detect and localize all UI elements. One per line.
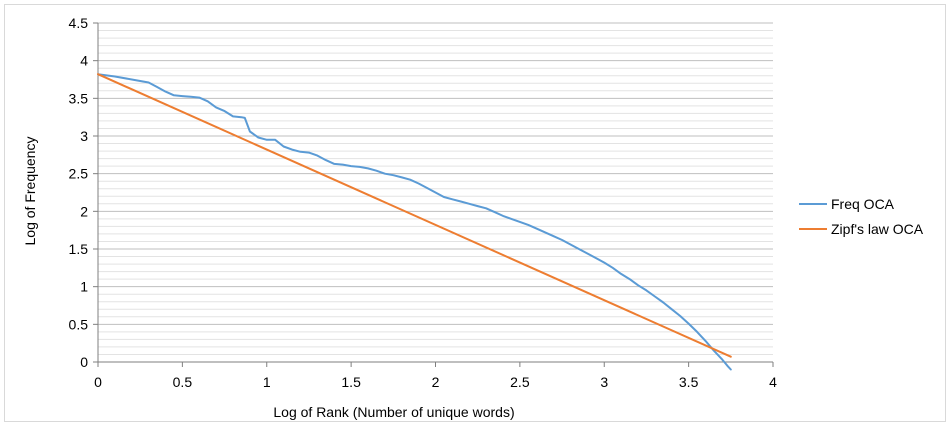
x-tick-label: 0 (94, 374, 102, 390)
y-axis-title: Log of Frequency (22, 137, 38, 246)
y-tick-label: 2 (80, 203, 88, 219)
x-tick-label: 0.5 (173, 374, 193, 390)
y-tick-label: 4 (80, 53, 88, 69)
y-tick-label: 1 (80, 279, 88, 295)
x-tick-label: 2 (432, 374, 440, 390)
legend-label: Zipf's law OCA (831, 221, 924, 237)
line-chart: 0 0.5 1 1.5 2 2.5 3 3.5 4 0 0.5 1 1.5 2 2.5 3 3.5 4 4.5 Lo… (22, 15, 924, 420)
y-tick-label: 0.5 (69, 316, 89, 332)
x-tick-label: 1.5 (341, 374, 361, 390)
x-tick-label: 2.5 (510, 374, 530, 390)
series-line-zipfs-law-oca (97, 73, 732, 358)
legend: Freq OCA Zipf's law OCA (799, 196, 924, 237)
tick-labels: 0 0.5 1 1.5 2 2.5 3 3.5 4 0 0.5 1 1.5 2 2.5 3 3.5 4 4.5 (69, 15, 778, 390)
x-tick-label: 4 (769, 374, 777, 390)
x-tick-label: 1 (263, 374, 271, 390)
y-tick-label: 4.5 (69, 15, 89, 31)
x-tick-label: 3 (600, 374, 608, 390)
axes (93, 22, 774, 367)
plot-area (97, 73, 732, 371)
y-tick-label: 1.5 (69, 241, 89, 257)
y-tick-label: 2.5 (69, 166, 89, 182)
chart-frame: 0 0.5 1 1.5 2 2.5 3 3.5 4 0 0.5 1 1.5 2 2.5 3 3.5 4 4.5 Lo… (4, 4, 946, 422)
legend-label: Freq OCA (831, 196, 895, 212)
y-tick-label: 3 (80, 128, 88, 144)
y-tick-label: 0 (80, 354, 88, 370)
y-tick-label: 3.5 (69, 90, 89, 106)
x-tick-label: 3.5 (679, 374, 699, 390)
x-axis-title: Log of Rank (Number of unique words) (273, 404, 514, 420)
series-line-freq-oca (97, 73, 732, 371)
grid-lines (98, 22, 773, 355)
